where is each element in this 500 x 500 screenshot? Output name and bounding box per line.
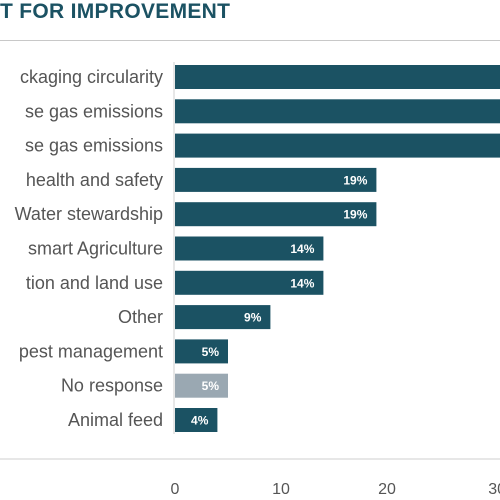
bar: [175, 99, 500, 124]
data-label: 5%: [202, 379, 220, 393]
chart-title: T FOR IMPROVEMENT: [0, 0, 231, 23]
bar: [175, 236, 324, 261]
category-label: tion and land use: [26, 273, 163, 293]
data-label: 14%: [290, 276, 314, 290]
category-label: pest management: [19, 341, 163, 361]
category-label: Animal feed: [68, 410, 163, 430]
bar: [175, 202, 377, 227]
x-tick-label: 0: [171, 481, 180, 498]
x-tick-label: 20: [378, 481, 396, 498]
category-label: se gas emissions: [25, 101, 163, 121]
category-label: health and safety: [26, 170, 163, 190]
category-label: Water stewardship: [15, 204, 163, 224]
bar: [175, 408, 218, 432]
data-label: 4%: [191, 414, 209, 428]
bar: [175, 167, 377, 192]
bar: [175, 373, 228, 398]
data-label: 14%: [290, 242, 314, 256]
bar: [175, 65, 500, 89]
x-tick-label: 30: [488, 481, 500, 498]
bar: [175, 133, 500, 158]
title-divider: [0, 40, 500, 41]
category-label: No response: [61, 376, 163, 396]
bar: [175, 339, 228, 364]
data-label: 5%: [202, 345, 220, 359]
category-label: Other: [118, 307, 163, 327]
data-label: 19%: [343, 173, 367, 187]
category-label: smart Agriculture: [28, 239, 163, 259]
data-label: 19%: [343, 208, 367, 222]
bar: [175, 270, 324, 295]
data-label: 9%: [244, 311, 262, 325]
bar: [175, 305, 271, 330]
category-label: ckaging circularity: [20, 67, 163, 87]
x-tick-label: 10: [272, 481, 290, 498]
category-label: se gas emissions: [25, 136, 163, 156]
